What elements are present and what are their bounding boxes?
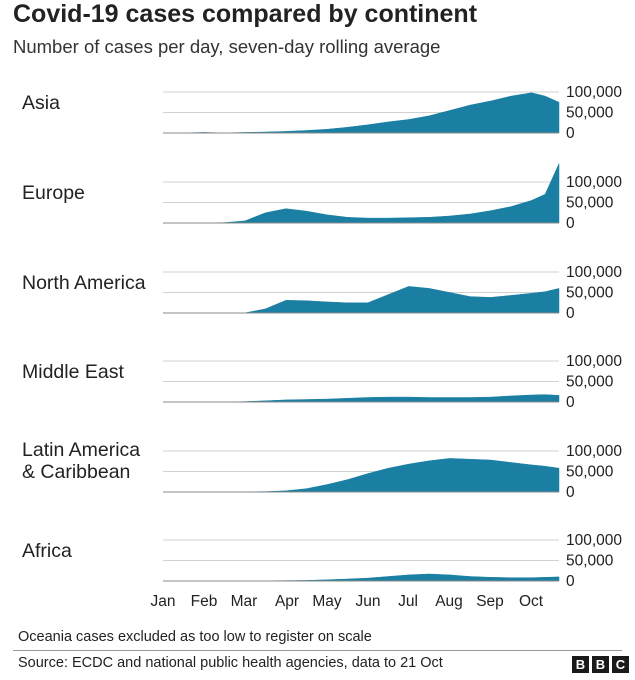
area-series-4 (163, 458, 560, 493)
panel-3: 100,000 50,000 0 Middle East (22, 353, 622, 411)
x-tick-label: Mar (231, 593, 258, 610)
y-tick-label: 100,000 (566, 532, 622, 549)
footer-divider (13, 650, 622, 651)
x-tick-label: Jul (398, 593, 418, 610)
x-tick-label: Apr (275, 593, 299, 610)
bbc-logo: B B C (572, 656, 629, 673)
chart-title: Covid-19 cases compared by continent (13, 0, 478, 28)
bbc-logo-letter-b2: B (592, 656, 609, 673)
panel-0: 100,000 50,000 0 Asia (22, 84, 622, 142)
y-tick-label: 100,000 (566, 443, 622, 460)
y-tick-label: 0 (566, 215, 575, 232)
area-series-5 (163, 573, 560, 582)
y-tick-label: 50,000 (566, 105, 614, 122)
area-series-1 (163, 163, 560, 224)
series-label: North America (22, 272, 146, 294)
oceania-note: Oceania cases excluded as too low to reg… (18, 629, 372, 645)
panel-2: 100,000 50,000 0 North America (22, 264, 622, 322)
y-tick-label: 100,000 (566, 353, 622, 370)
y-tick-label: 50,000 (566, 285, 614, 302)
y-tick-label: 50,000 (566, 553, 614, 570)
x-tick-label: Feb (191, 593, 218, 610)
y-tick-label: 50,000 (566, 374, 614, 391)
x-tick-label: Jan (151, 593, 176, 610)
x-tick-label: Sep (476, 593, 504, 610)
series-label: & Caribbean (22, 461, 130, 483)
bbc-logo-letter-b1: B (572, 656, 589, 673)
x-tick-label: Aug (435, 593, 463, 610)
series-label: Europe (22, 182, 85, 204)
bbc-logo-letter-c: C (612, 656, 629, 673)
y-tick-label: 0 (566, 573, 575, 590)
series-label: Africa (22, 540, 72, 562)
series-label: Latin America (22, 439, 140, 461)
series-label: Middle East (22, 361, 124, 383)
y-tick-label: 0 (566, 394, 575, 411)
y-tick-label: 50,000 (566, 464, 614, 481)
x-tick-label: Oct (519, 593, 544, 610)
series-label: Asia (22, 92, 60, 114)
area-series-2 (163, 286, 560, 314)
y-tick-label: 100,000 (566, 174, 622, 191)
source-text: Source: ECDC and national public health … (18, 655, 443, 671)
chart-subtitle: Number of cases per day, seven-day rolli… (13, 36, 441, 57)
panel-5: 100,000 50,000 0 Africa (22, 532, 622, 590)
x-tick-label: May (312, 593, 342, 610)
y-tick-label: 50,000 (566, 195, 614, 212)
area-series-3 (163, 394, 560, 403)
panel-1: 100,000 50,000 0 Europe (22, 163, 622, 232)
y-tick-label: 0 (566, 125, 575, 142)
y-tick-label: 100,000 (566, 84, 622, 101)
x-tick-label: Jun (356, 593, 381, 610)
y-tick-label: 0 (566, 305, 575, 322)
panel-4: 100,000 50,000 0 Latin America& Caribbean (22, 439, 622, 501)
y-tick-label: 0 (566, 484, 575, 501)
y-tick-label: 100,000 (566, 264, 622, 281)
